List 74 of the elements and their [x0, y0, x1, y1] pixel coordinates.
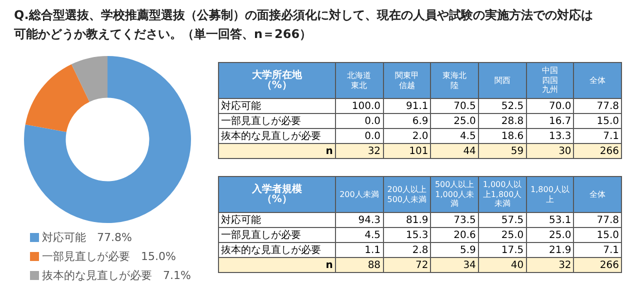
data-label: 15.0	[574, 228, 622, 242]
data-label: 28.8	[478, 114, 526, 128]
data-label: 34	[430, 258, 478, 272]
data-label: 0.0	[335, 128, 384, 144]
data-label: 15.3	[383, 228, 431, 242]
chart-title: 大学所在地（%）	[250, 70, 303, 90]
data-label: 2.0	[383, 128, 431, 144]
data-label: 70.0	[526, 98, 574, 114]
y-tick-label: n	[218, 258, 336, 272]
data-label: 57.5	[478, 212, 526, 228]
x-tick-label: 200人以上500人未満	[386, 185, 428, 204]
x-tick-label: 東海北陸	[442, 71, 467, 90]
y-tick-label: n	[218, 144, 336, 158]
x-tick-label: 全体	[590, 76, 606, 86]
data-label: 5.9	[430, 242, 478, 258]
x-tick-label: 1,000人以上1,800人未満	[482, 180, 523, 209]
y-tick-label: 一部見直しが必要	[218, 228, 336, 242]
data-label: 32	[335, 144, 384, 158]
x-tick-label: 関東甲信越	[394, 71, 419, 90]
x-tick-label: 関西	[494, 76, 510, 86]
data-label: 59	[478, 144, 526, 158]
data-label: 30	[526, 144, 574, 158]
data-label: 13.3	[526, 128, 574, 144]
data-label: 25.0	[430, 114, 478, 128]
y-tick-label: 対応可能	[218, 98, 336, 114]
data-label: 88	[335, 258, 384, 272]
data-label: 1.1	[335, 242, 384, 258]
data-label: 17.5	[478, 242, 526, 258]
data-label: 40	[478, 258, 526, 272]
data-label: 44	[430, 144, 478, 158]
x-tick-label: 200人未満	[340, 190, 379, 200]
legend-label: 抜本的な見直しが必要 7.1%	[41, 268, 191, 284]
data-label: 72	[383, 258, 431, 272]
x-tick-label: 1,800人以上	[530, 185, 570, 204]
data-label: 266	[574, 258, 622, 272]
data-label: 266	[574, 144, 622, 158]
data-label: 101	[383, 144, 431, 158]
legend-label: 一部見直しが必要 15.0%	[41, 249, 177, 265]
data-label: 81.9	[383, 212, 431, 228]
data-label: 53.1	[526, 212, 574, 228]
legend-label: 対応可能 77.8%	[41, 230, 133, 246]
data-label: 7.1	[574, 128, 622, 144]
data-label: 16.7	[526, 114, 574, 128]
data-label: 25.0	[478, 228, 526, 242]
data-label: 73.5	[430, 212, 478, 228]
x-tick-label: 全体	[590, 190, 606, 200]
chart-title: 入学者規模（%）	[250, 184, 303, 204]
x-tick-label: 北海道東北	[347, 71, 372, 90]
y-tick-label: 対応可能	[218, 212, 336, 228]
data-label: 4.5	[335, 228, 384, 242]
y-tick-label: 抜本的な見直しが必要	[218, 128, 336, 144]
text: Q.総合型選抜、学校推薦型選抜（公募制）の面接必須化に対して、現在の人員や試験の実施方法での対応は可能かどうか教えてください。（単一回答、n＝266）	[14, 7, 594, 43]
y-tick-label: 抜本的な見直しが必要	[218, 242, 336, 258]
data-label: 2.8	[383, 242, 431, 258]
data-label: 7.1	[574, 242, 622, 258]
data-label: 0.0	[335, 114, 384, 128]
y-tick-label: 一部見直しが必要	[218, 114, 336, 128]
x-tick-label: 中国四国九州	[542, 66, 558, 95]
data-label: 77.8	[574, 98, 622, 114]
data-label: 91.1	[383, 98, 431, 114]
data-label: 94.3	[335, 212, 384, 228]
data-label: 32	[526, 258, 574, 272]
data-label: 18.6	[478, 128, 526, 144]
data-label: 77.8	[574, 212, 622, 228]
data-label: 20.6	[430, 228, 478, 242]
data-label: 15.0	[574, 114, 622, 128]
data-label: 70.5	[430, 98, 478, 114]
x-tick-label: 500人以上1,000人未満	[434, 180, 476, 209]
data-label: 6.9	[383, 114, 431, 128]
data-label: 4.5	[430, 128, 478, 144]
data-label: 25.0	[526, 228, 574, 242]
data-label: 21.9	[526, 242, 574, 258]
data-label: 52.5	[478, 98, 526, 114]
data-label: 100.0	[335, 98, 384, 114]
